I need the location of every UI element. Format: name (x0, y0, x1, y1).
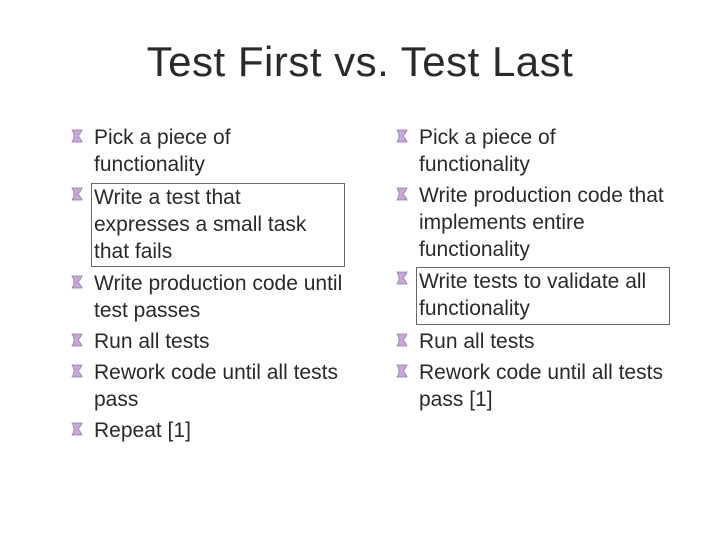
list-item-text: Write tests to validate all functionalit… (416, 267, 670, 325)
list-item: Write production code that implements en… (395, 183, 670, 264)
list-item: Write production code until test passes (70, 271, 345, 325)
list-item: Pick a piece of functionality (70, 125, 345, 179)
slide: Test First vs. Test Last Pick a piece of… (0, 0, 720, 540)
list-item-text: Run all tests (419, 330, 535, 353)
bullet-icon (70, 187, 84, 201)
list-item-text: Write production code that implements en… (419, 184, 664, 261)
list-item-text: Pick a piece of functionality (94, 126, 231, 176)
bullet-icon (70, 129, 84, 143)
bullet-icon (395, 364, 409, 378)
bullet-icon (70, 364, 84, 378)
bullet-icon (395, 333, 409, 347)
list-item: Pick a piece of functionality (395, 125, 670, 179)
list-item: Write a test that expresses a small task… (70, 183, 345, 268)
bullet-icon (70, 275, 84, 289)
list-item-text: Rework code until all tests pass [1] (419, 361, 663, 411)
bullet-icon (70, 422, 84, 436)
bullet-icon (395, 129, 409, 143)
list-item-text: Rework code until all tests pass (94, 361, 338, 411)
list-item-text: Run all tests (94, 330, 210, 353)
list-item-text: Repeat [1] (94, 419, 191, 442)
bullet-icon (395, 187, 409, 201)
left-column: Pick a piece of functionality Write a te… (70, 125, 345, 449)
list-item: Run all tests (70, 329, 345, 356)
list-item: Write tests to validate all functionalit… (395, 267, 670, 325)
right-column: Pick a piece of functionality Write prod… (395, 125, 670, 449)
list-item-text: Pick a piece of functionality (419, 126, 556, 176)
bullet-icon (395, 271, 409, 285)
list-item-text: Write a test that expresses a small task… (91, 183, 345, 268)
list-item: Run all tests (395, 329, 670, 356)
slide-title: Test First vs. Test Last (0, 38, 720, 86)
list-item-text: Write production code until test passes (94, 272, 342, 322)
columns: Pick a piece of functionality Write a te… (70, 125, 670, 449)
list-item: Repeat [1] (70, 418, 345, 445)
bullet-icon (70, 333, 84, 347)
list-item: Rework code until all tests pass (70, 360, 345, 414)
list-item: Rework code until all tests pass [1] (395, 360, 670, 414)
